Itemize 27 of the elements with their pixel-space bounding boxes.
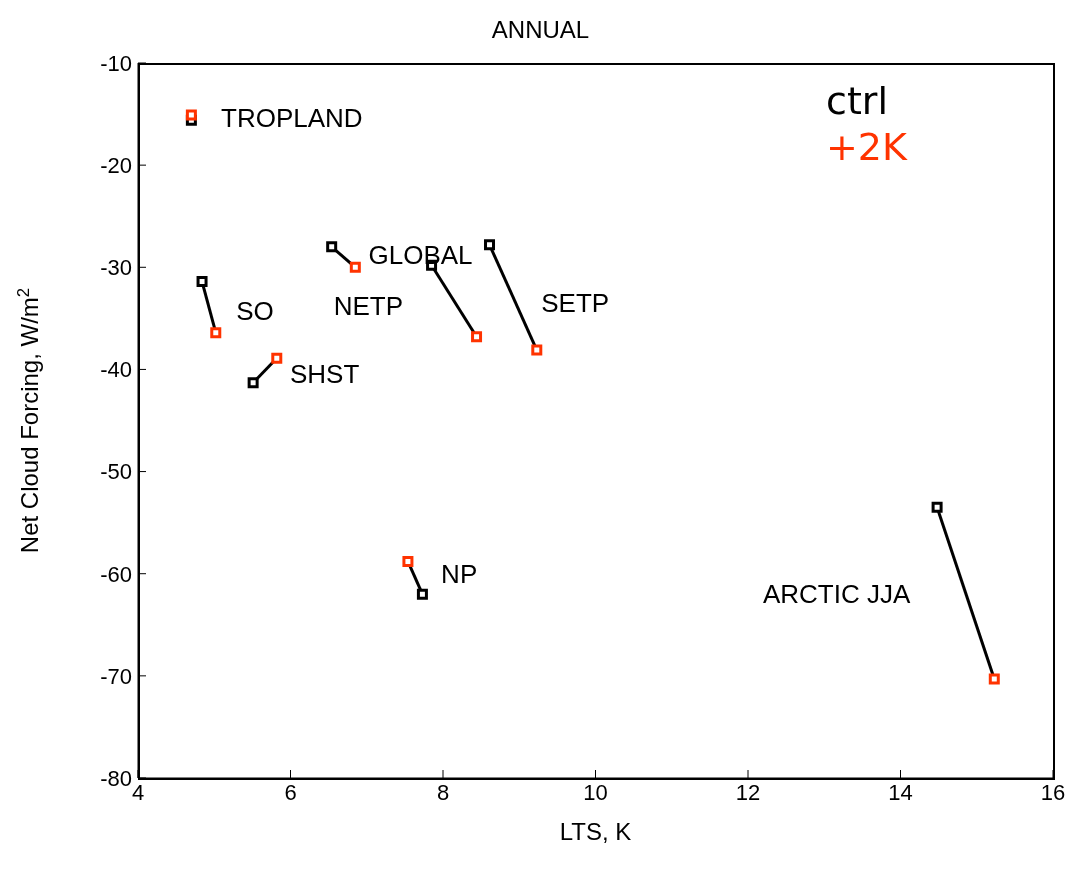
y-tick-label: -60 xyxy=(100,561,132,587)
annotation: SO xyxy=(236,296,274,327)
annotation: TROPLAND xyxy=(221,103,363,133)
chart-title: ANNUAL xyxy=(490,16,591,44)
x-tick-label: 8 xyxy=(436,779,450,805)
x-tick-label: 4 xyxy=(131,779,145,805)
annotation: NP xyxy=(441,559,478,590)
text: ctrl xyxy=(826,78,889,124)
y-tick-label: -50 xyxy=(100,459,132,485)
x-tick-label: 16 xyxy=(1040,779,1066,805)
x-tick-label: 6 xyxy=(284,779,297,805)
x-tick-label: 10 xyxy=(583,779,608,805)
y-tick-label: -30 xyxy=(100,255,132,281)
annotation: NETP xyxy=(333,290,404,321)
text: +2K xyxy=(826,124,907,170)
annotation: ARCTIC JJA xyxy=(762,578,911,610)
annotation: SHST xyxy=(289,358,360,389)
annotation: SETP xyxy=(541,288,610,319)
y-tick-label: -40 xyxy=(100,357,132,383)
y-tick-label: -70 xyxy=(100,663,132,689)
y-tick-label: -20 xyxy=(100,152,132,178)
x-axis-title: LTS, K xyxy=(559,818,632,845)
annotation: GLOBAL xyxy=(368,240,473,271)
y-tick-label: -80 xyxy=(100,765,132,791)
x-tick-label: 12 xyxy=(735,779,761,805)
x-tick-label: 14 xyxy=(888,779,913,805)
y-tick-label: -10 xyxy=(100,50,132,76)
